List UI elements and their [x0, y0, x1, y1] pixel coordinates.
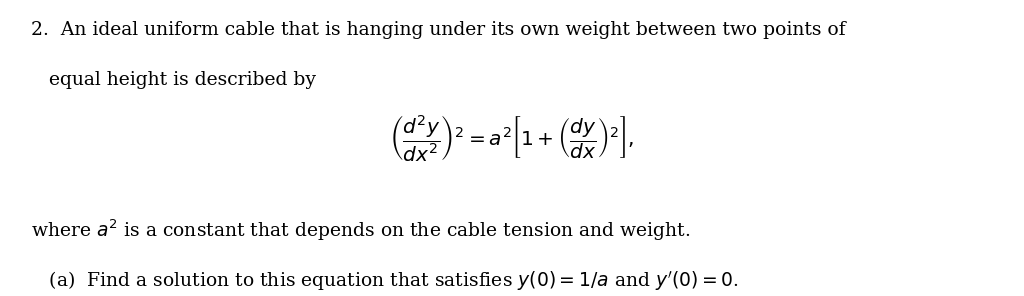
Text: $\left(\dfrac{d^2y}{dx^2}\right)^{2} = a^2\left[1 + \left(\dfrac{dy}{dx}\right)^: $\left(\dfrac{d^2y}{dx^2}\right)^{2} = a…	[389, 113, 635, 163]
Text: 2.  An ideal uniform cable that is hanging under its own weight between two poin: 2. An ideal uniform cable that is hangin…	[31, 21, 846, 39]
Text: where $a^2$ is a constant that depends on the cable tension and weight.: where $a^2$ is a constant that depends o…	[31, 218, 690, 243]
Text: equal height is described by: equal height is described by	[31, 71, 315, 89]
Text: (a)  Find a solution to this equation that satisfies $y(0) = 1/a$ and $y'(0) = 0: (a) Find a solution to this equation tha…	[31, 269, 738, 293]
